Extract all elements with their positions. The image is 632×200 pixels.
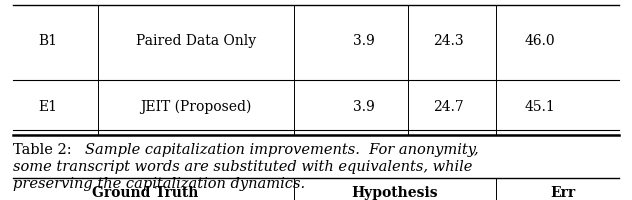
Text: 3.9: 3.9 [353,100,374,114]
Text: preserving the capitalization dynamics.: preserving the capitalization dynamics. [13,177,305,191]
Text: E1: E1 [38,100,57,114]
Text: 45.1: 45.1 [525,100,556,114]
Text: JEIT (Proposed): JEIT (Proposed) [140,100,252,114]
Text: some transcript words are substituted with equivalents, while: some transcript words are substituted wi… [13,160,472,174]
Text: 24.7: 24.7 [434,100,464,114]
Text: Hypothesis: Hypothesis [351,186,439,200]
Text: Table 2:: Table 2: [13,143,71,157]
Text: 24.3: 24.3 [434,34,464,48]
Text: 46.0: 46.0 [525,34,556,48]
Text: Ground Truth: Ground Truth [92,186,198,200]
Text: B1: B1 [38,34,57,48]
Text: Sample capitalization improvements.  For anonymity,: Sample capitalization improvements. For … [85,143,479,157]
Text: Paired Data Only: Paired Data Only [136,34,256,48]
Text: 3.9: 3.9 [353,34,374,48]
Text: Err: Err [550,186,575,200]
